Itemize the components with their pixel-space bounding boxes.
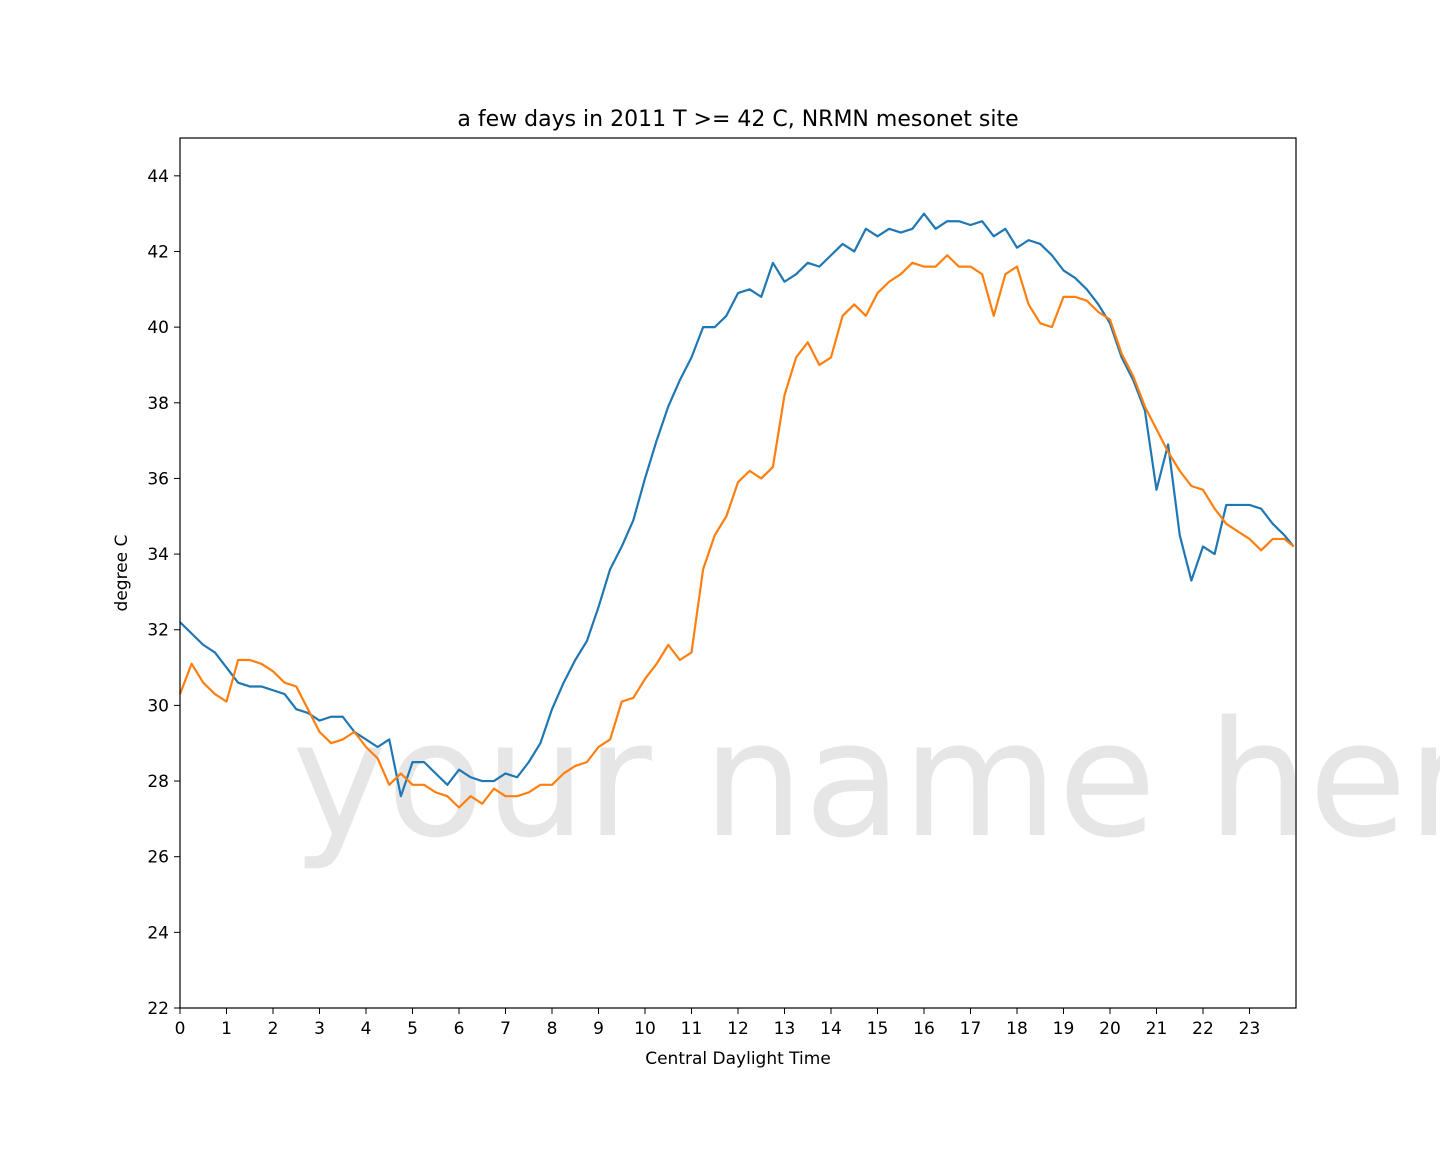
x-tick-label: 11: [681, 1019, 703, 1039]
x-tick-label: 3: [314, 1019, 325, 1039]
y-tick-label: 32: [147, 621, 169, 641]
y-tick-label: 42: [147, 242, 169, 262]
y-tick-label: 30: [147, 696, 169, 716]
x-tick-label: 12: [727, 1019, 749, 1039]
x-tick-label: 13: [774, 1019, 796, 1039]
y-tick-label: 26: [147, 848, 169, 868]
y-tick-label: 34: [147, 545, 169, 565]
x-tick-label: 18: [1006, 1019, 1028, 1039]
y-tick-label: 38: [147, 394, 169, 414]
y-axis-label: degree C: [112, 535, 132, 612]
x-tick-label: 7: [500, 1019, 511, 1039]
plot-frame: [179, 137, 1297, 1009]
x-tick-label: 15: [867, 1019, 889, 1039]
x-tick-label: 0: [175, 1019, 186, 1039]
x-tick-label: 9: [593, 1019, 604, 1039]
x-tick-label: 22: [1192, 1019, 1214, 1039]
x-tick-label: 14: [820, 1019, 842, 1039]
y-tick-label: 44: [147, 167, 169, 187]
x-tick-label: 20: [1099, 1019, 1121, 1039]
x-tick-label: 21: [1146, 1019, 1168, 1039]
series-line: [178, 254, 1295, 809]
x-tick-label: 17: [960, 1019, 982, 1039]
x-tick-label: 19: [1053, 1019, 1075, 1039]
y-tick-label: 36: [147, 469, 169, 489]
x-tick-label: 2: [268, 1019, 279, 1039]
chart-title: a few days in 2011 T >= 42 C, NRMN meson…: [457, 107, 1018, 132]
y-tick-label: 22: [147, 999, 169, 1019]
y-tick-label: 24: [147, 923, 169, 943]
x-tick-label: 5: [407, 1019, 418, 1039]
x-tick-label: 23: [1239, 1019, 1261, 1039]
x-tick-label: 16: [913, 1019, 935, 1039]
y-tick-label: 40: [147, 318, 169, 338]
series-line: [179, 212, 1295, 798]
y-tick-label: 28: [147, 772, 169, 792]
x-axis-label: Central Daylight Time: [645, 1049, 831, 1069]
x-tick-label: 6: [454, 1019, 465, 1039]
x-tick-label: 10: [634, 1019, 656, 1039]
x-tick-label: 8: [547, 1019, 558, 1039]
x-tick-label: 1: [221, 1019, 232, 1039]
watermark: your name here: [292, 686, 1440, 873]
x-tick-label: 4: [361, 1019, 372, 1039]
